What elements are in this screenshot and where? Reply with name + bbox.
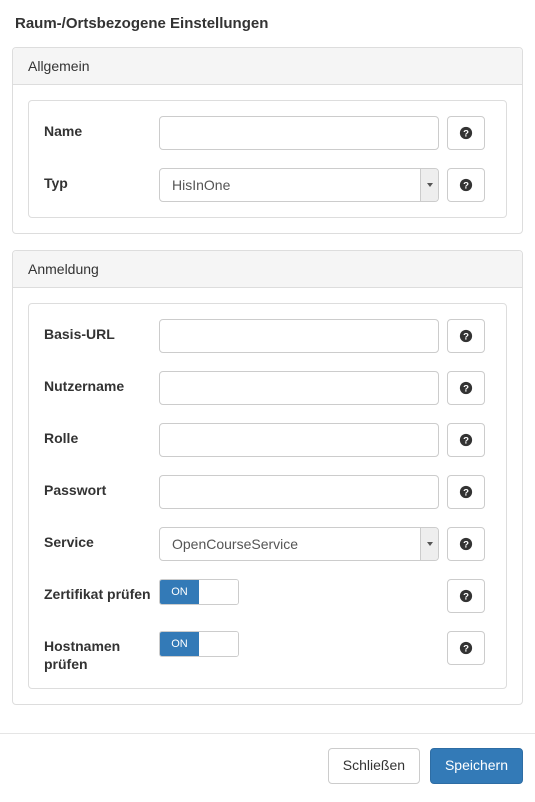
label-hostnamen: Hostnamen prüfen: [44, 631, 159, 673]
svg-text:?: ?: [463, 488, 469, 499]
help-icon: ?: [459, 641, 473, 655]
select-typ[interactable]: HisInOne: [159, 168, 439, 202]
dialog-footer: Schließen Speichern: [0, 733, 535, 798]
svg-text:?: ?: [463, 592, 469, 603]
row-service: Service OpenCourseService ?: [44, 527, 491, 561]
chevron-down-icon: [420, 169, 438, 201]
input-rolle[interactable]: [159, 423, 439, 457]
help-typ-button[interactable]: ?: [447, 168, 485, 202]
help-service-button[interactable]: ?: [447, 527, 485, 561]
help-icon: ?: [459, 178, 473, 192]
help-nutzername-button[interactable]: ?: [447, 371, 485, 405]
row-passwort: Passwort ?: [44, 475, 491, 509]
input-name[interactable]: [159, 116, 439, 150]
label-zertifikat: Zertifikat prüfen: [44, 579, 159, 603]
help-basis-url-button[interactable]: ?: [447, 319, 485, 353]
svg-text:?: ?: [463, 332, 469, 343]
help-passwort-button[interactable]: ?: [447, 475, 485, 509]
row-name: Name ?: [44, 116, 491, 150]
help-hostnamen-button[interactable]: ?: [447, 631, 485, 665]
svg-text:?: ?: [463, 436, 469, 447]
row-rolle: Rolle ?: [44, 423, 491, 457]
svg-text:?: ?: [463, 129, 469, 140]
svg-text:?: ?: [463, 540, 469, 551]
toggle-handle: [199, 632, 238, 656]
save-button[interactable]: Speichern: [430, 748, 523, 784]
label-typ: Typ: [44, 168, 159, 192]
row-nutzername: Nutzername ?: [44, 371, 491, 405]
input-basis-url[interactable]: [159, 319, 439, 353]
label-rolle: Rolle: [44, 423, 159, 447]
toggle-hostnamen-state: ON: [160, 632, 199, 656]
panel-allgemein: Allgemein Name ? Typ: [12, 47, 523, 234]
label-name: Name: [44, 116, 159, 140]
help-icon: ?: [459, 589, 473, 603]
select-service-value: OpenCourseService: [172, 536, 298, 552]
select-typ-value: HisInOne: [172, 177, 230, 193]
panel-anmeldung: Anmeldung Basis-URL ? Nutzername: [12, 250, 523, 705]
help-icon: ?: [459, 433, 473, 447]
help-rolle-button[interactable]: ?: [447, 423, 485, 457]
help-zertifikat-button[interactable]: ?: [447, 579, 485, 613]
help-icon: ?: [459, 485, 473, 499]
panel-anmeldung-title: Anmeldung: [13, 251, 522, 288]
row-basis-url: Basis-URL ?: [44, 319, 491, 353]
row-hostnamen: Hostnamen prüfen ON ?: [44, 631, 491, 673]
label-service: Service: [44, 527, 159, 551]
input-passwort[interactable]: [159, 475, 439, 509]
svg-text:?: ?: [463, 384, 469, 395]
chevron-down-icon: [420, 528, 438, 560]
row-typ: Typ HisInOne ?: [44, 168, 491, 202]
label-basis-url: Basis-URL: [44, 319, 159, 343]
select-service[interactable]: OpenCourseService: [159, 527, 439, 561]
toggle-zertifikat-state: ON: [160, 580, 199, 604]
label-passwort: Passwort: [44, 475, 159, 499]
help-icon: ?: [459, 537, 473, 551]
panel-allgemein-title: Allgemein: [13, 48, 522, 85]
help-icon: ?: [459, 381, 473, 395]
toggle-hostnamen[interactable]: ON: [159, 631, 239, 657]
row-zertifikat: Zertifikat prüfen ON ?: [44, 579, 491, 613]
help-icon: ?: [459, 126, 473, 140]
svg-text:?: ?: [463, 644, 469, 655]
close-button[interactable]: Schließen: [328, 748, 420, 784]
toggle-zertifikat[interactable]: ON: [159, 579, 239, 605]
toggle-handle: [199, 580, 238, 604]
help-name-button[interactable]: ?: [447, 116, 485, 150]
svg-text:?: ?: [463, 181, 469, 192]
dialog-title: Raum-/Ortsbezogene Einstellungen: [15, 15, 268, 32]
label-nutzername: Nutzername: [44, 371, 159, 395]
input-nutzername[interactable]: [159, 371, 439, 405]
help-icon: ?: [459, 329, 473, 343]
